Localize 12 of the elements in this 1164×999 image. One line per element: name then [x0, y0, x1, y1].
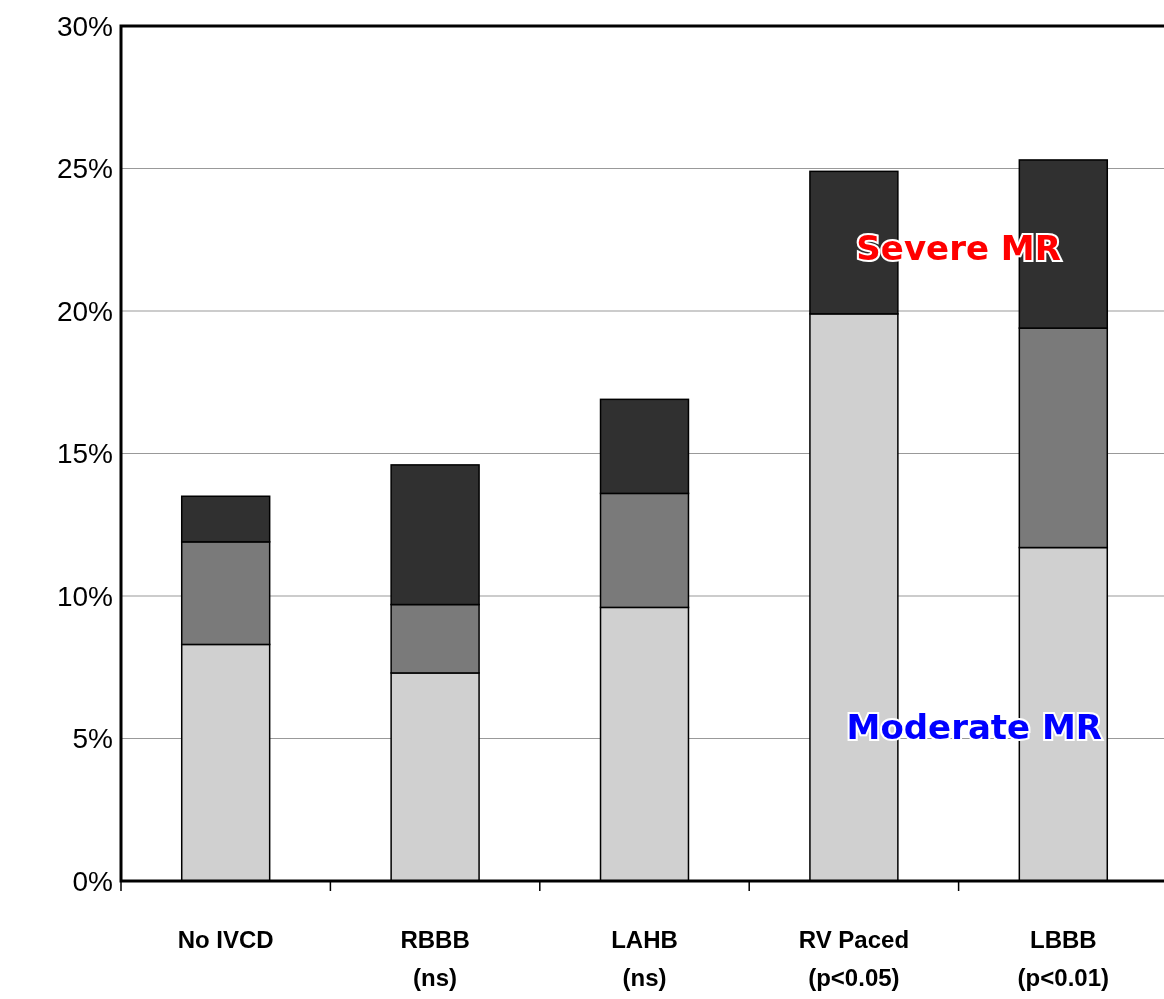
x-tick-label: No IVCD [177, 926, 274, 953]
y-tick-label: 15% [56, 438, 113, 470]
y-tick-label: 10% [56, 580, 113, 612]
y-tick-label: 30% [56, 10, 113, 42]
y-tick-label: 5% [72, 723, 113, 755]
x-tick-label: LAHB (ns) [611, 926, 678, 991]
x-tick-label: RV Paced (p<0.05) [798, 926, 910, 991]
y-tick-label: 0% [72, 865, 113, 897]
y-tick-label: 20% [56, 295, 113, 327]
y-tick-label: 25% [56, 153, 113, 185]
x-tick-label: LBBB (p<0.01) [1017, 926, 1109, 991]
x-tick-label: RBBB (ns) [400, 926, 470, 991]
